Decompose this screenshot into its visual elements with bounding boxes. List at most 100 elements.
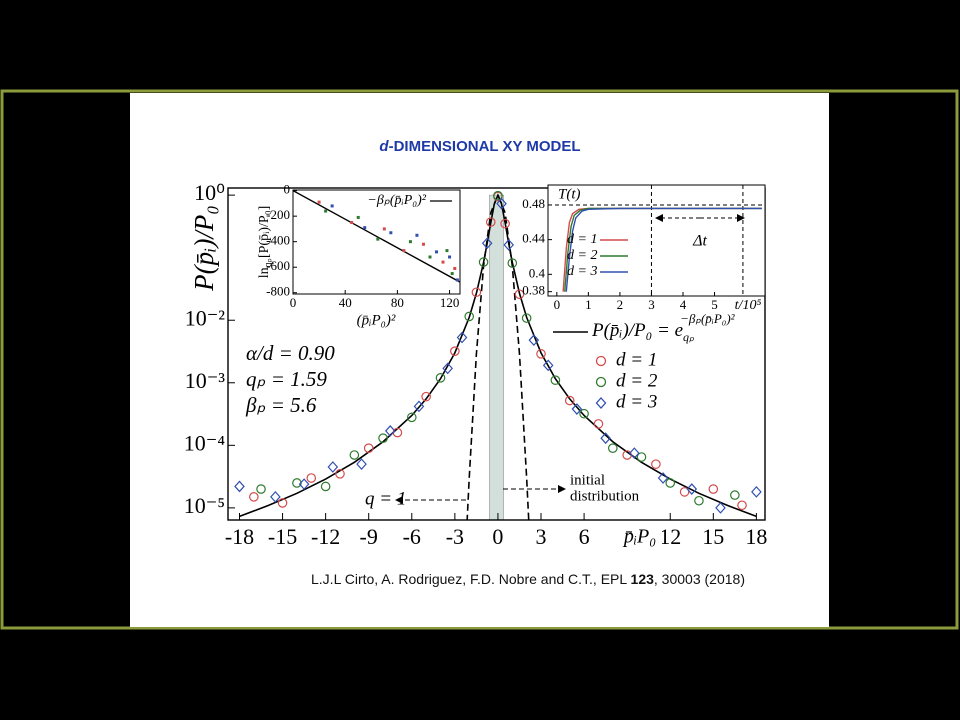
- y-axis-label: lnqₚ[P(p̄ᵢ)/P₀]: [257, 206, 274, 278]
- point: [406, 412, 417, 423]
- legend-marker: [595, 397, 607, 409]
- chart-1: 0 40 80 120 0 -200 -400 -600 -800 lnqₚ[P(p̄ᵢ)/P₀]…: [257, 182, 461, 328]
- plot-content: [293, 190, 460, 283]
- point: [330, 204, 334, 208]
- point: [751, 486, 762, 498]
- x-tick-label: 6: [579, 524, 590, 549]
- axes-box: [547, 184, 766, 297]
- point: [550, 375, 561, 385]
- point: [455, 278, 459, 282]
- point: [356, 458, 367, 471]
- point: [450, 272, 454, 276]
- band-label: distribution: [570, 488, 640, 504]
- y-tick-label: 10⁰: [194, 180, 225, 205]
- point: [249, 492, 259, 502]
- point: [456, 331, 468, 344]
- legend-label: d = 3: [567, 264, 597, 279]
- point: [298, 478, 310, 490]
- x-tick-label: 120: [440, 295, 460, 310]
- point: [363, 226, 367, 230]
- point: [528, 334, 540, 347]
- point: [349, 450, 360, 460]
- point: [327, 461, 339, 473]
- x-tick-label: -6: [403, 524, 421, 549]
- parameter: qₚ = 1.59: [246, 367, 327, 391]
- citation-volume: 123: [631, 571, 655, 587]
- point: [636, 452, 647, 462]
- point: [363, 443, 374, 453]
- point: [270, 490, 281, 503]
- point: [593, 419, 604, 429]
- point: [500, 218, 510, 229]
- annotation: Δt: [692, 233, 707, 250]
- point: [428, 255, 432, 259]
- y-label-ln: ln: [257, 267, 272, 278]
- legend-label: −βₚ(p̄ᵢP₀)²: [367, 193, 426, 208]
- y-tick-label: 10⁻⁵: [184, 493, 225, 518]
- x-tick-label: -3: [446, 524, 464, 549]
- point: [694, 495, 704, 506]
- y-axis-label: P(p̄ᵢ)/P₀: [189, 205, 219, 292]
- title-italic: d: [379, 138, 389, 155]
- point: [665, 478, 676, 488]
- y-tick-label: 10⁻²: [185, 305, 226, 330]
- point: [600, 432, 611, 445]
- x-tick-label: 40: [339, 295, 352, 310]
- y-tick-label: 10⁻⁴: [184, 430, 226, 455]
- point: [507, 258, 518, 268]
- x-tick-label: 3: [648, 297, 655, 312]
- plot-area: [293, 190, 460, 294]
- point: [277, 498, 288, 508]
- y-tick-label: 0: [284, 182, 291, 197]
- x-tick-label: 3: [536, 524, 547, 549]
- x-tick-label: 0: [290, 295, 297, 310]
- point: [441, 260, 445, 264]
- x-tick-label: 0: [554, 297, 561, 312]
- parameter: α/d = 0.90: [246, 341, 335, 365]
- point: [435, 373, 446, 383]
- point: [485, 217, 496, 227]
- legend-label: d = 2: [567, 248, 597, 263]
- legend-label: d = 1: [567, 232, 597, 247]
- point: [686, 483, 698, 495]
- x-label-bg: [620, 525, 662, 551]
- x-tick-label: -12: [311, 524, 340, 549]
- point: [471, 287, 482, 298]
- point: [493, 190, 503, 201]
- x-tick-label: 1: [585, 297, 592, 312]
- q1-label: q = 1: [365, 488, 406, 509]
- point: [464, 311, 475, 322]
- parameter: βₚ = 5.6: [245, 393, 317, 417]
- band-label: initial: [570, 472, 605, 488]
- legend-label: d = 2: [616, 370, 658, 391]
- y-tick-label: 0.44: [522, 231, 545, 246]
- point: [496, 197, 507, 210]
- point: [378, 433, 388, 443]
- legend-marker: [595, 355, 607, 367]
- slide-title: d-DIMENSIONAL XY MODEL: [379, 138, 580, 155]
- point: [234, 480, 245, 493]
- point: [445, 249, 449, 253]
- x-tick-label: -9: [360, 524, 378, 549]
- legend-label: d = 1: [616, 349, 657, 370]
- point: [320, 481, 331, 492]
- curve: [293, 190, 460, 283]
- point: [737, 500, 747, 511]
- point: [571, 403, 583, 415]
- x-tick-label: 18: [745, 524, 767, 549]
- x-tick-label: 5: [711, 297, 718, 312]
- point: [679, 487, 690, 497]
- y-label-rest: [P(p̄ᵢ)/P₀]: [257, 206, 272, 258]
- point: [521, 313, 532, 323]
- figure: -18 -15 -12 -9 -6 -3 0 3 6 12 15 1810⁰10⁻²10⁻³10⁻⁴1…: [184, 180, 767, 551]
- point: [450, 346, 460, 356]
- dashed-curve: [466, 192, 530, 520]
- point: [382, 227, 386, 231]
- y-tick-label: -400: [266, 233, 290, 248]
- legend-name: P(p̄ᵢ)/P₀ = e: [591, 320, 683, 341]
- x-axis-label: p̄ᵢP₀: [622, 526, 656, 548]
- plot-area: [548, 185, 765, 296]
